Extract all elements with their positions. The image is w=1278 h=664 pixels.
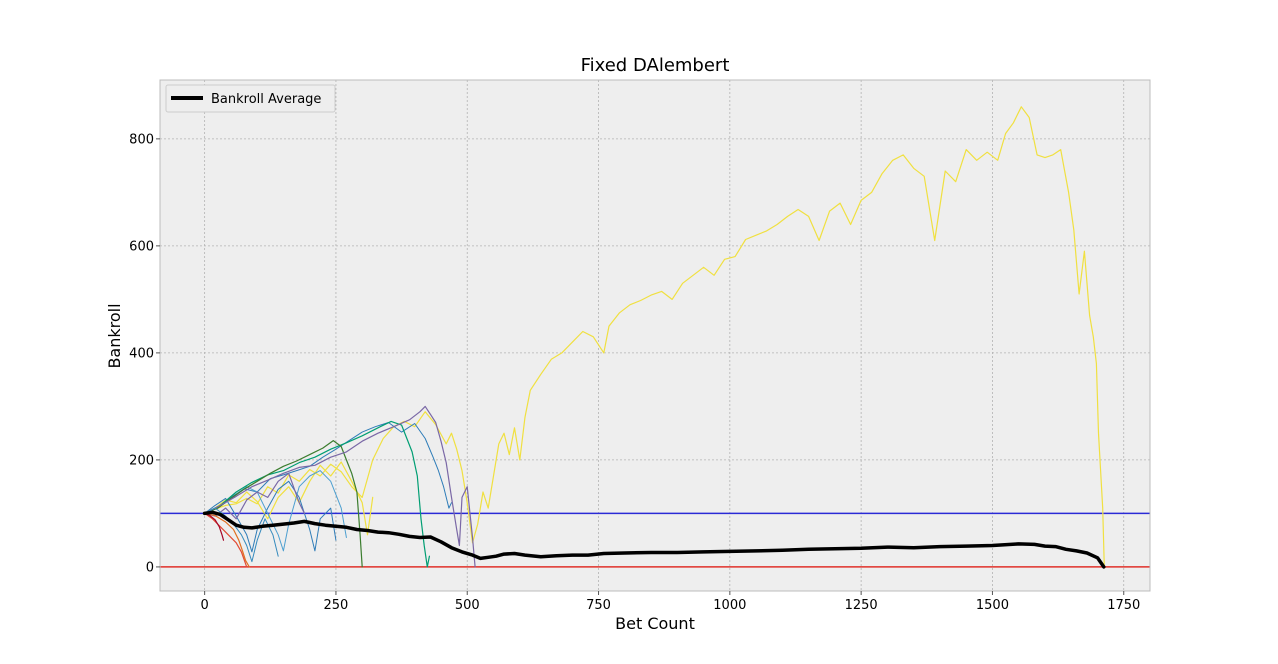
legend: Bankroll Average bbox=[165, 84, 336, 113]
y-axis-ticks: 0 200 400 600 800 bbox=[129, 132, 160, 575]
plot-frame bbox=[159, 79, 1151, 592]
series-line-8 bbox=[204, 472, 305, 520]
x-tick-label: 1500 bbox=[976, 598, 1009, 613]
chart-title: Fixed DAlembert bbox=[581, 55, 730, 76]
series-line-2 bbox=[204, 422, 452, 514]
x-tick-label: 750 bbox=[586, 598, 611, 613]
series-line-6 bbox=[204, 440, 363, 568]
y-tick-label: 800 bbox=[129, 132, 154, 147]
x-axis-ticks: 0 250 500 750 1000 1250 1500 1750 bbox=[201, 591, 1140, 613]
x-tick-label: 1000 bbox=[713, 598, 746, 613]
x-tick-label: 1250 bbox=[845, 598, 878, 613]
series-group bbox=[202, 106, 1106, 569]
x-axis-label: Bet Count bbox=[615, 614, 695, 633]
series-line-10 bbox=[204, 512, 250, 568]
series-line-5 bbox=[204, 420, 430, 568]
y-tick-label: 0 bbox=[146, 560, 154, 575]
y-tick-label: 600 bbox=[129, 239, 154, 254]
series-line-9 bbox=[204, 512, 248, 568]
series-line-1 bbox=[204, 461, 374, 536]
series-line-bankroll-average bbox=[202, 510, 1106, 569]
series-line-7 bbox=[204, 405, 476, 568]
plot-area bbox=[160, 80, 1150, 591]
y-tick-label: 200 bbox=[129, 453, 154, 468]
x-tick-label: 0 bbox=[201, 598, 209, 613]
series-line-11 bbox=[204, 512, 225, 541]
y-tick-label: 400 bbox=[129, 346, 154, 361]
legend-box bbox=[165, 84, 336, 113]
x-tick-label: 1750 bbox=[1107, 598, 1140, 613]
series-line-3 bbox=[204, 480, 337, 553]
legend-label-bankroll-average: Bankroll Average bbox=[211, 92, 321, 107]
x-tick-label: 250 bbox=[324, 598, 349, 613]
x-tick-label: 500 bbox=[455, 598, 480, 613]
y-axis-label: Bankroll bbox=[105, 303, 124, 368]
series-line-0 bbox=[204, 106, 1105, 568]
